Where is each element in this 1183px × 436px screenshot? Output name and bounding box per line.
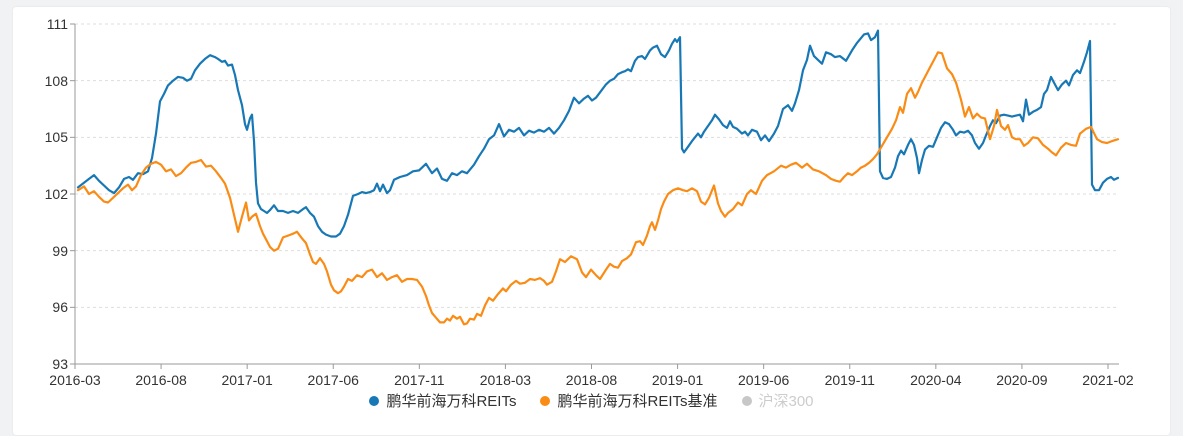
- legend-label: 鹏华前海万科REITs: [386, 393, 517, 410]
- x-axis-label: 2019-11: [824, 372, 875, 388]
- series-line-鹏华前海万科REITs基准: [76, 51, 1120, 326]
- x-axis-label: 2017-11: [394, 372, 445, 388]
- x-axis-label: 2019-01: [651, 372, 704, 388]
- y-axis-label: 99: [52, 242, 68, 259]
- legend-item-hs300[interactable]: 沪深300: [741, 390, 814, 411]
- y-axis-label: 105: [44, 129, 68, 146]
- legend-label: 鹏华前海万科REITs基准: [557, 393, 718, 410]
- x-axis-label: 2020-09: [996, 372, 1048, 388]
- legend: 鹏华前海万科REITs 鹏华前海万科REITs基准 沪深300: [0, 390, 1183, 411]
- x-axis-label: 2018-03: [479, 372, 532, 388]
- legend-item-reits[interactable]: 鹏华前海万科REITs: [369, 390, 516, 411]
- y-axis-label: 111: [46, 16, 68, 32]
- series-line-鹏华前海万科REITs: [76, 29, 1120, 238]
- legend-item-reits-benchmark[interactable]: 鹏华前海万科REITs基准: [540, 390, 718, 411]
- y-axis-label: 96: [52, 299, 68, 316]
- series-dot-gray-icon: [741, 395, 752, 406]
- x-axis-label: 2021-02: [1082, 372, 1134, 388]
- x-axis-label: 2016-08: [135, 372, 187, 388]
- series-dot-blue-icon: [369, 395, 380, 406]
- x-axis-label: 2020-04: [910, 372, 962, 388]
- line-chart-canvas[interactable]: [0, 0, 1183, 425]
- x-axis-label: 2017-06: [307, 372, 359, 388]
- legend-label: 沪深300: [758, 393, 814, 410]
- y-axis-label: 93: [52, 356, 68, 372]
- x-axis-label: 2016-03: [49, 372, 101, 388]
- x-axis-label: 2019-06: [737, 372, 790, 388]
- y-axis-label: 102: [44, 186, 68, 202]
- x-axis-label: 2018-08: [565, 372, 618, 388]
- x-axis-label: 2017-01: [221, 372, 273, 388]
- y-axis-label: 108: [44, 72, 68, 89]
- series-dot-orange-icon: [540, 395, 551, 406]
